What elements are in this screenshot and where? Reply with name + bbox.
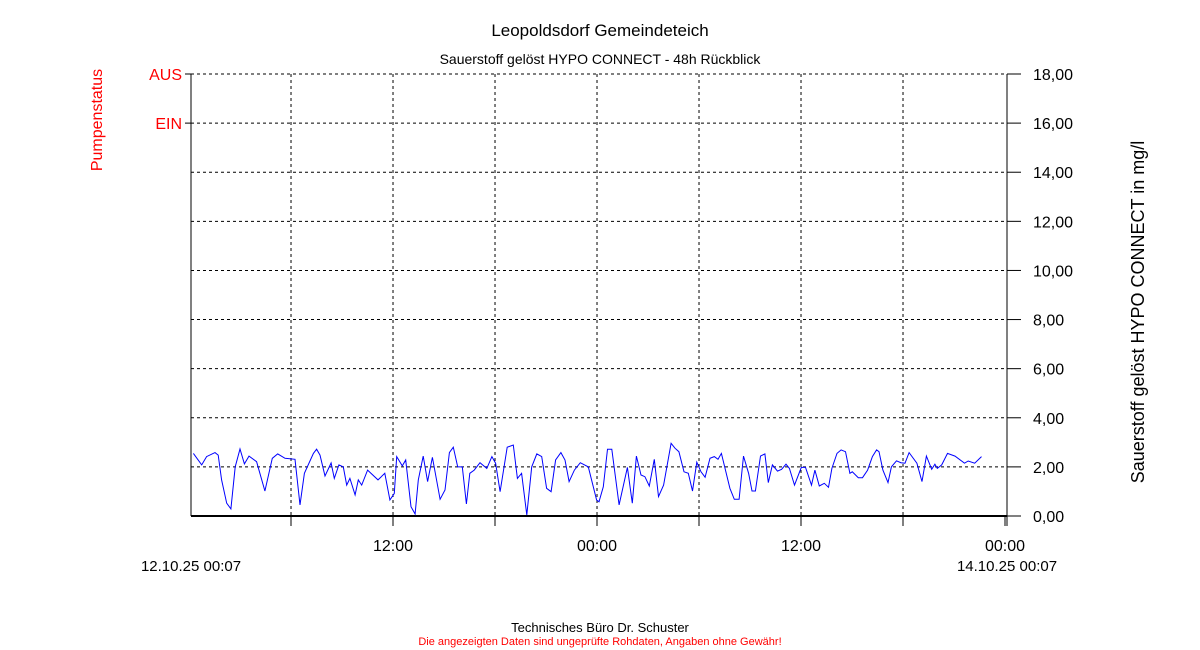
pump-status-label: AUS [149, 67, 182, 84]
y-tick-label: 8,00 [1033, 313, 1064, 330]
y-tick-label: 14,00 [1033, 165, 1073, 182]
left-axis-label: Pumpenstatus [89, 69, 106, 171]
series [192, 442, 982, 516]
y-tick-label: 0,00 [1033, 509, 1064, 526]
x-tick-label: 12:00 [781, 538, 821, 555]
y-tick-label: 4,00 [1033, 411, 1064, 428]
x-start-label: 12.10.25 00:07 [141, 558, 241, 575]
x-end-label: 14.10.25 00:07 [957, 558, 1057, 575]
x-tick-label: 00:00 [577, 538, 617, 555]
y-tick-label: 18,00 [1033, 67, 1073, 84]
y-tick-label: 16,00 [1033, 116, 1073, 133]
chart-subtitle: Sauerstoff gelöst HYPO CONNECT - 48h Rüc… [440, 51, 762, 67]
x-tick-label: 12:00 [373, 538, 413, 555]
chart-title: Leopoldsdorf Gemeindeteich [491, 21, 708, 40]
series-line [192, 442, 982, 516]
y-tick-label: 2,00 [1033, 460, 1064, 477]
footer-disclaimer: Die angezeigten Daten sind ungeprüfte Ro… [418, 636, 781, 648]
grid [191, 73, 1007, 516]
x-tick-label: 00:00 [985, 538, 1025, 555]
y-tick-label: 10,00 [1033, 263, 1073, 280]
y-tick-label: 6,00 [1033, 362, 1064, 379]
footer-company: Technisches Büro Dr. Schuster [511, 620, 689, 635]
tick-labels: 0,00 2,00 4,00 6,00 8,00 10,00 12,00 14,00 16,00… [149, 67, 1073, 555]
right-axis-label: Sauerstoff gelöst HYPO CONNECT in mg/l [1128, 141, 1148, 483]
pump-status-label: EIN [155, 116, 182, 133]
y-tick-label: 12,00 [1033, 214, 1073, 231]
axes [185, 73, 1021, 526]
